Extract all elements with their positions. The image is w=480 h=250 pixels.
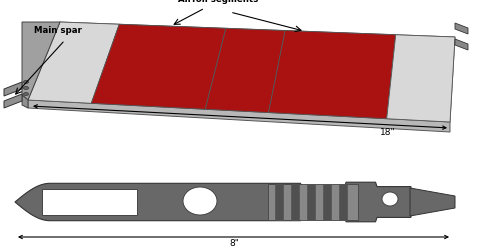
Polygon shape bbox=[22, 95, 28, 108]
Polygon shape bbox=[455, 23, 468, 34]
Bar bbox=[268, 184, 358, 220]
Ellipse shape bbox=[24, 86, 28, 90]
Polygon shape bbox=[268, 30, 396, 119]
Polygon shape bbox=[4, 94, 22, 108]
Bar bbox=[291, 184, 299, 220]
Text: 8": 8" bbox=[229, 239, 239, 248]
Bar bbox=[323, 184, 331, 220]
Ellipse shape bbox=[382, 192, 398, 206]
Polygon shape bbox=[28, 22, 119, 103]
Polygon shape bbox=[205, 28, 285, 112]
Polygon shape bbox=[387, 35, 455, 122]
Polygon shape bbox=[4, 82, 22, 96]
Polygon shape bbox=[28, 22, 455, 122]
Ellipse shape bbox=[183, 187, 217, 215]
Text: 18": 18" bbox=[380, 128, 396, 137]
Bar bbox=[307, 184, 315, 220]
Bar bbox=[42, 189, 137, 215]
Polygon shape bbox=[28, 100, 450, 132]
Polygon shape bbox=[22, 22, 60, 100]
Bar bbox=[339, 184, 347, 220]
Polygon shape bbox=[455, 39, 468, 50]
Ellipse shape bbox=[24, 92, 28, 96]
Polygon shape bbox=[91, 24, 226, 109]
Text: Airfoil segments: Airfoil segments bbox=[178, 0, 258, 4]
Text: Main spar: Main spar bbox=[34, 26, 82, 35]
Polygon shape bbox=[15, 182, 455, 222]
Ellipse shape bbox=[24, 80, 28, 84]
Bar bbox=[275, 184, 283, 220]
Polygon shape bbox=[410, 188, 455, 216]
